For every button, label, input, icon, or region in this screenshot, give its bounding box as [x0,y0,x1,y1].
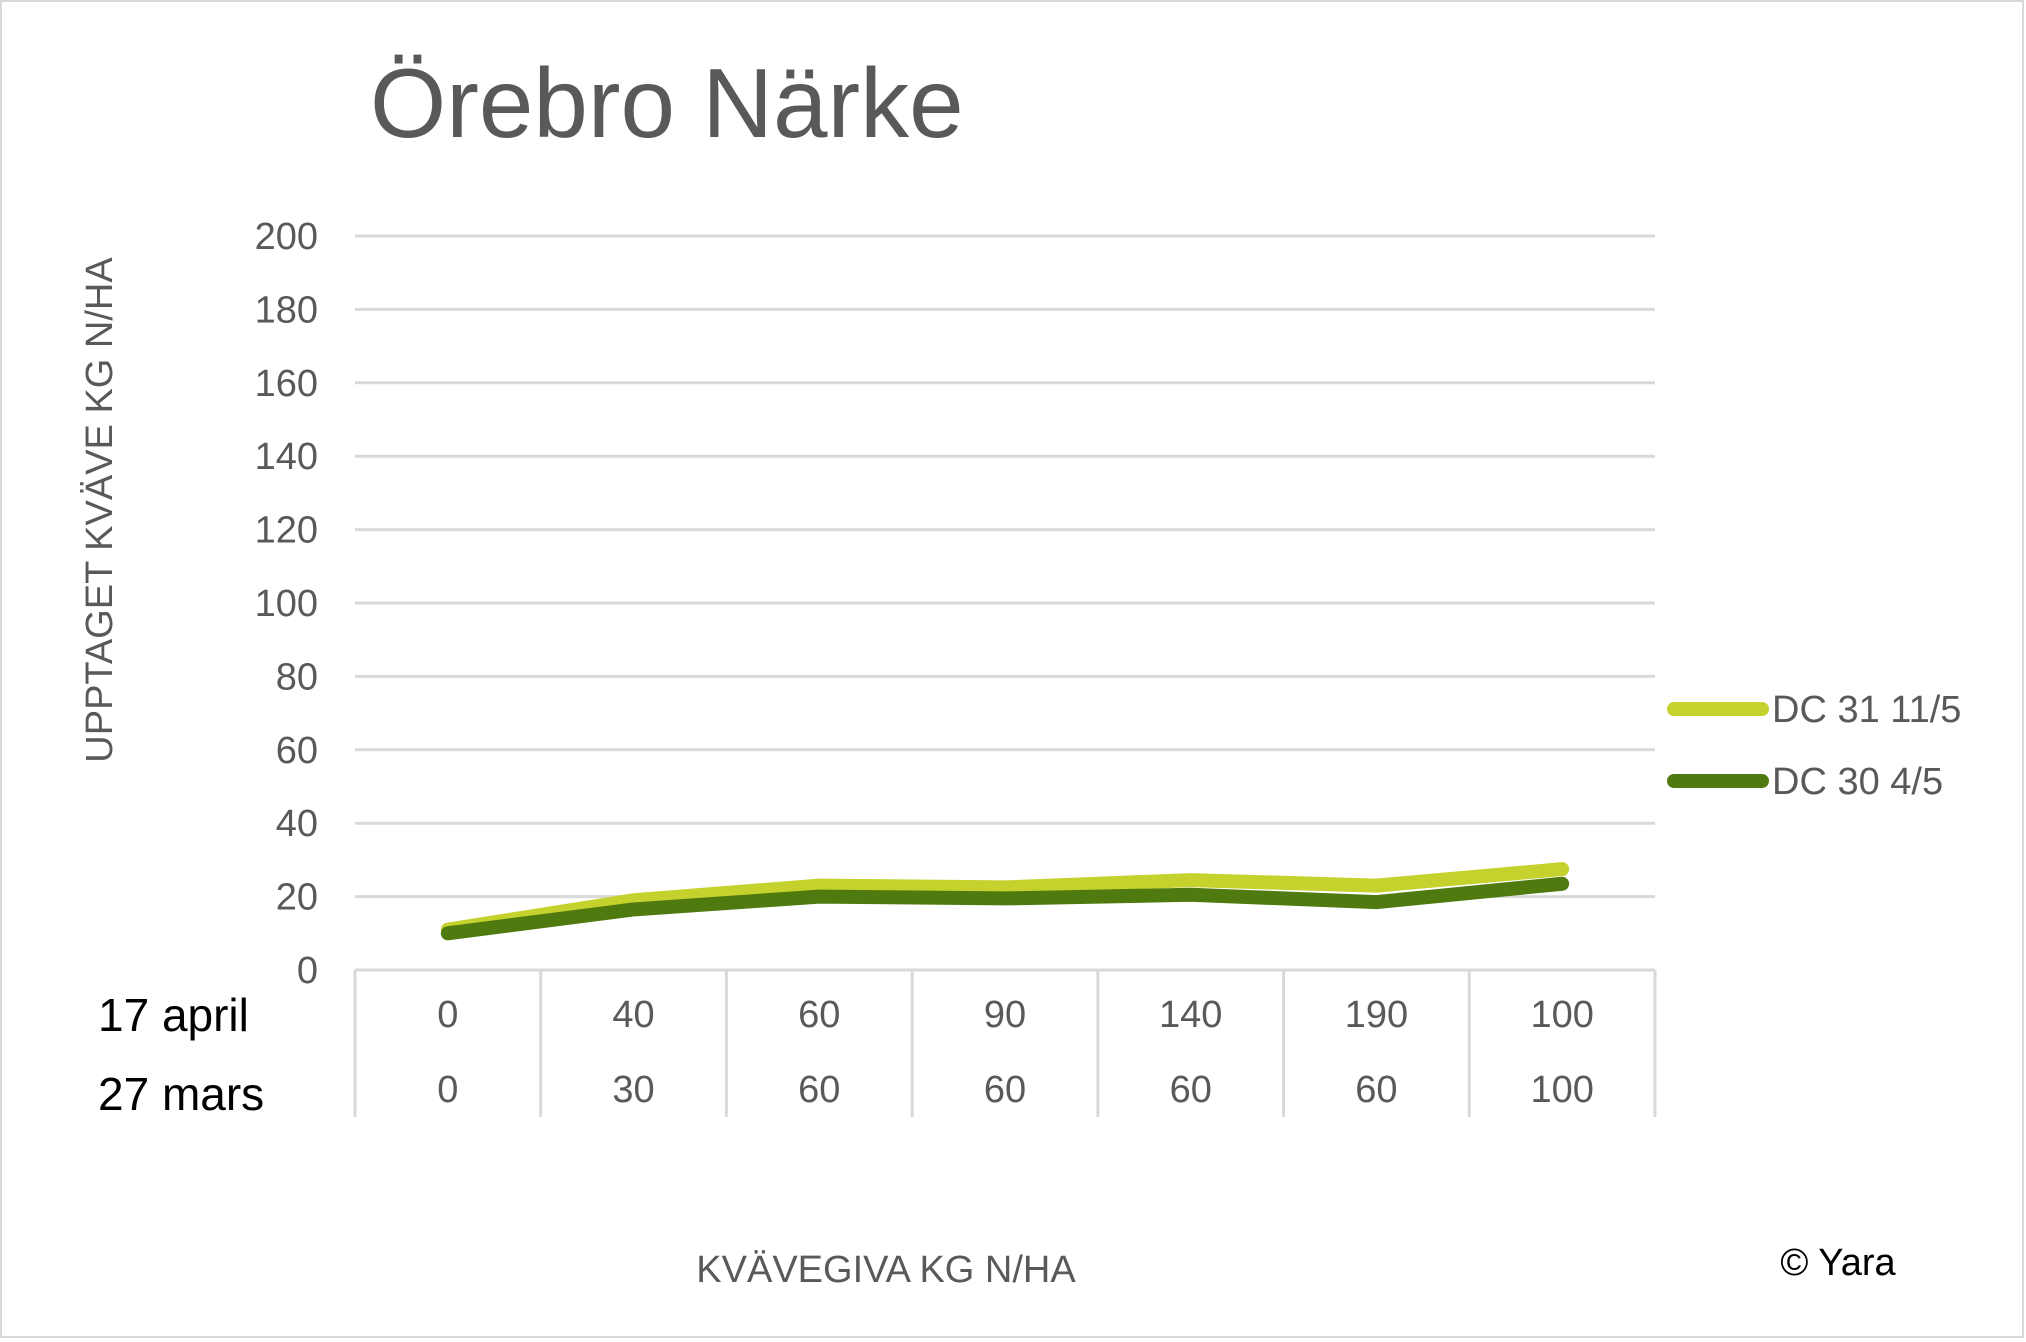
legend-label: DC 31 11/5 [1772,689,1961,731]
legend: DC 31 11/5 DC 30 4/5 [1667,689,1961,803]
y-tick-label: 60 [276,730,318,772]
x-axis-label: KVÄVEGIVA KG N/HA [696,1249,1076,1291]
y-tick-labels: 0 20 40 60 80 100 120 140 160 180 200 [255,216,318,992]
x-tick-label: 90 [984,994,1026,1036]
y-tick-label: 120 [255,510,318,552]
x-tick-label: 60 [984,1069,1026,1111]
x-tick-label: 30 [612,1069,654,1111]
y-tick-label: 0 [297,950,318,992]
x-tick-label: 190 [1345,994,1408,1036]
x-tick-label: 140 [1159,994,1222,1036]
x-tick-label: 0 [437,994,458,1036]
y-tick-label: 180 [255,289,318,331]
y-tick-label: 160 [255,363,318,405]
category-row-label: 17 april [98,989,249,1041]
series-line [440,876,1570,941]
x-tick-label: 60 [798,994,840,1036]
legend-label: DC 30 4/5 [1772,761,1943,803]
y-tick-label: 100 [255,583,318,625]
x-tick-label: 100 [1530,994,1593,1036]
copyright-text: © Yara [1780,1242,1896,1284]
y-tick-label: 40 [276,803,318,845]
y-tick-label: 20 [276,877,318,919]
y-axis-label: UPPTAGET KVÄVE KG N/HA [79,257,121,763]
x-tick-label: 0 [437,1069,458,1111]
series-line [440,862,1570,937]
x-tick-label: 60 [1355,1069,1397,1111]
x-category-table: 17 april 0 40 60 90 140 190 100 27 mars 0 30 60 60 60… [98,970,1657,1120]
y-tick-label: 200 [255,216,318,258]
series-lines [440,862,1570,941]
category-row-label: 27 mars [98,1068,264,1120]
y-tick-label: 140 [255,436,318,478]
y-tick-label: 80 [276,656,318,698]
chart-title: Örebro Närke [370,48,964,158]
x-tick-label: 100 [1530,1069,1593,1111]
x-tick-label: 40 [612,994,654,1036]
grid-lines [355,234,1655,972]
x-tick-label: 60 [798,1069,840,1111]
x-tick-label: 60 [1170,1069,1212,1111]
